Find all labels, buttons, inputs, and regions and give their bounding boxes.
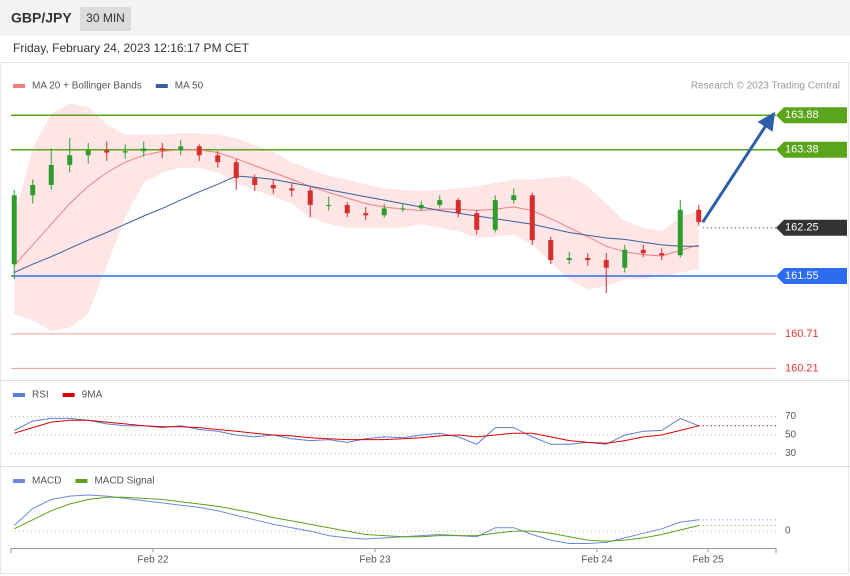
legend-label: 9MA: [82, 390, 103, 401]
level-tag: [776, 219, 847, 236]
x-tick-label: Feb 24: [581, 555, 613, 566]
candle-body: [492, 200, 498, 230]
candle-body: [418, 204, 424, 209]
legend-swatch: [62, 393, 75, 397]
legend-swatch: [13, 393, 25, 397]
frame: [0, 62, 849, 574]
candle-body: [289, 188, 295, 191]
timeframe[interactable]: 30 MIN: [86, 11, 125, 25]
candle-body: [215, 155, 221, 163]
legend-swatch: [13, 479, 25, 483]
candle-body: [677, 209, 683, 256]
candle-body: [270, 184, 276, 189]
candle-body: [196, 146, 202, 156]
candle-body: [85, 150, 91, 156]
candle-body: [141, 148, 147, 152]
series-line: [13, 175, 699, 273]
x-tick-label: Feb 23: [359, 555, 391, 566]
level-label: 163.88: [785, 109, 819, 121]
candle-body: [529, 195, 535, 241]
legend-label: MA 20 + Bollinger Bands: [32, 81, 142, 92]
candle-body: [548, 240, 554, 261]
level-tag: [776, 267, 847, 284]
x-tick-label: Feb 22: [137, 555, 169, 566]
series-line: [13, 496, 699, 542]
candle-body: [659, 253, 665, 256]
candle-body: [159, 148, 165, 151]
level-label: 163.38: [785, 144, 819, 156]
y-tick-label: 0: [785, 526, 791, 537]
x-tick-label: Feb 25: [692, 555, 724, 566]
candle-body: [104, 150, 110, 153]
candle-body: [122, 151, 128, 153]
level-tag: [776, 141, 847, 158]
candle-body: [30, 184, 36, 196]
candle-body: [603, 260, 609, 268]
candle-body: [585, 258, 591, 261]
candle-body: [566, 258, 572, 261]
candle-body: [326, 204, 332, 206]
candle-body: [48, 164, 54, 185]
level-label: 161.55: [785, 270, 819, 282]
timestamp: Friday, February 24, 2023 12:16:17 PM CE…: [13, 41, 250, 55]
candle-body: [400, 208, 406, 210]
level-tag: [776, 107, 847, 124]
symbol: GBP/JPY: [11, 10, 72, 26]
candle-body: [344, 204, 350, 214]
candle-body: [178, 146, 184, 151]
level-label: 160.21: [785, 362, 819, 374]
series-line: [13, 417, 699, 445]
candle-body: [437, 200, 443, 205]
y-tick-label: 30: [785, 448, 797, 459]
level-label: 162.25: [785, 222, 819, 234]
candle-body: [252, 178, 258, 185]
candle-body: [307, 190, 313, 205]
candle-body: [474, 213, 480, 230]
series-line: [13, 494, 699, 544]
legend-label: MACD Signal: [94, 476, 154, 487]
legend-swatch: [155, 84, 168, 88]
candle-body: [363, 213, 369, 216]
level-label: 160.71: [785, 328, 819, 340]
header-bar: [0, 0, 850, 36]
candle-body: [67, 155, 73, 165]
candle-body: [511, 195, 517, 201]
series-line: [14, 419, 699, 444]
legend-label: MA 50: [175, 81, 204, 92]
legend-swatch: [13, 84, 25, 88]
legend-label: MACD: [32, 476, 61, 487]
credit: Research © 2023 Trading Central: [691, 81, 840, 92]
timeframe-box[interactable]: [80, 7, 131, 31]
y-tick-label: 50: [785, 430, 797, 441]
candle-body: [455, 200, 461, 214]
legend-label: RSI: [32, 390, 49, 401]
candle-body: [233, 162, 239, 179]
projection-arrow: [701, 111, 775, 223]
candle-body: [11, 195, 17, 265]
candle-body: [622, 249, 628, 268]
legend-swatch: [75, 479, 88, 483]
candle-body: [381, 208, 387, 216]
candle-body: [640, 249, 646, 254]
bollinger-band: [14, 103, 699, 332]
candle-body: [696, 209, 702, 223]
y-tick-label: 70: [785, 411, 797, 422]
